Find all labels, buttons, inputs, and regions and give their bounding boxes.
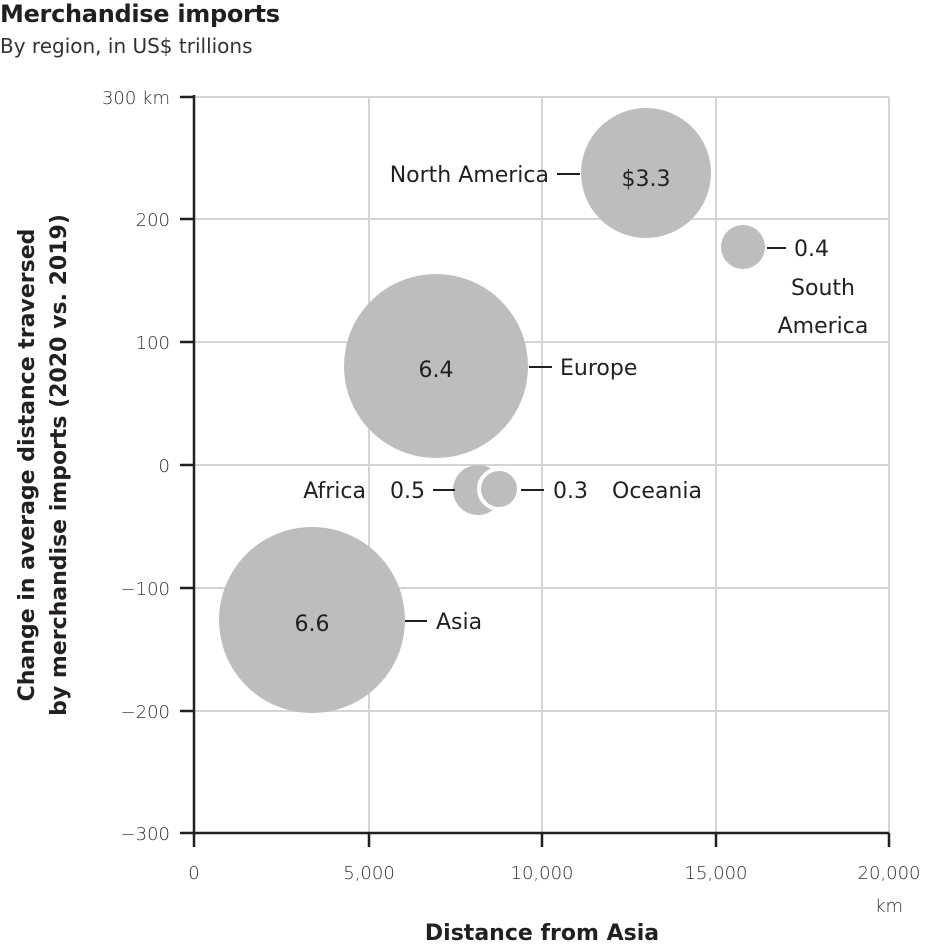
label-north-america: North America xyxy=(390,163,549,188)
label-south-america-2: America xyxy=(778,314,869,339)
y-tick-100: 100 xyxy=(136,333,170,354)
bubble-north-america xyxy=(581,108,711,238)
label-asia: Asia xyxy=(436,610,482,635)
y-axis-title: Change in average distance traversed by … xyxy=(15,214,72,716)
y-tick-0: 0 xyxy=(159,456,170,477)
y-tick-200: 200 xyxy=(136,210,170,231)
x-axis-title: Distance from Asia xyxy=(425,921,659,944)
y-tick-neg100: −100 xyxy=(121,579,170,600)
x-tick-10000: 10,000 xyxy=(511,863,574,884)
leader-lines xyxy=(405,173,786,622)
label-south-america-1: South xyxy=(791,276,855,301)
bubble-south-america xyxy=(721,225,765,269)
value-south-america: 0.4 xyxy=(794,237,829,262)
label-oceania: Oceania xyxy=(612,479,702,504)
value-africa: 0.5 xyxy=(390,479,425,504)
y-tick-neg300: −300 xyxy=(121,824,170,845)
value-north-america: $3.3 xyxy=(622,167,671,192)
y-tick-neg200: −200 xyxy=(121,702,170,723)
x-tick-5000: 5,000 xyxy=(343,863,395,884)
bubble-asia xyxy=(219,527,405,713)
bubble-europe xyxy=(344,274,528,458)
y-axis-title-line1: Change in average distance traversed xyxy=(15,229,40,702)
label-africa: Africa xyxy=(303,479,366,504)
x-unit-label: km xyxy=(875,896,903,917)
value-europe: 6.4 xyxy=(419,358,454,383)
axes xyxy=(180,95,891,847)
x-tick-labels: 0 5,000 10,000 15,000 20,000 km xyxy=(188,863,920,917)
bubble-oceania xyxy=(477,467,521,511)
bubble-labels: North America $3.3 0.4 South America Eur… xyxy=(295,163,869,637)
y-tick-300: 300 km xyxy=(102,88,170,109)
chart-title: Merchandise imports xyxy=(0,0,280,28)
x-tick-0: 0 xyxy=(188,863,199,884)
value-asia: 6.6 xyxy=(295,612,330,637)
y-tick-labels: 300 km 200 100 0 −100 −200 −300 xyxy=(102,88,170,845)
x-tick-20000: 20,000 xyxy=(858,863,921,884)
gridlines xyxy=(194,96,890,833)
bubbles xyxy=(219,108,765,713)
value-oceania: 0.3 xyxy=(553,479,588,504)
y-axis-title-line2: by merchandise imports (2020 vs. 2019) xyxy=(47,214,72,716)
x-tick-15000: 15,000 xyxy=(685,863,748,884)
chart-subtitle: By region, in US$ trillions xyxy=(0,34,253,58)
label-europe: Europe xyxy=(560,356,637,381)
